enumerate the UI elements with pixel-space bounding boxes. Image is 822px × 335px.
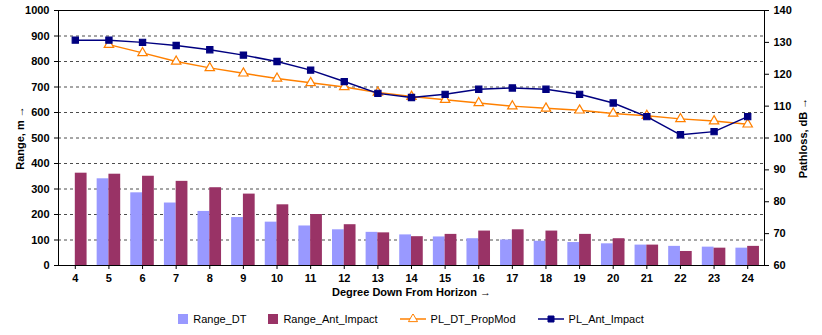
svg-text:700: 700 — [31, 81, 49, 93]
html-text:Range_Ant_Impact: Range_Ant_Impact — [283, 313, 378, 325]
html-text:PL_Ant_Impact: PL_Ant_Impact — [568, 313, 644, 325]
svg-text:9: 9 — [240, 272, 246, 284]
svg-text:19: 19 — [573, 272, 585, 284]
svg-text:900: 900 — [31, 30, 49, 42]
svg-text:15: 15 — [439, 272, 451, 284]
svg-text:80: 80 — [774, 195, 786, 207]
svg-text:18: 18 — [540, 272, 552, 284]
svg-text:0: 0 — [43, 259, 49, 271]
svg-text:500: 500 — [31, 132, 49, 144]
svg-text:110: 110 — [774, 100, 792, 112]
svg-text:140: 140 — [774, 4, 792, 16]
svg-text:60: 60 — [774, 259, 786, 271]
svg-text:11: 11 — [305, 272, 317, 284]
svg-text:20: 20 — [607, 272, 619, 284]
svg-text:13: 13 — [372, 272, 384, 284]
svg-text:1000: 1000 — [25, 4, 49, 16]
svg-text:130: 130 — [774, 36, 792, 48]
svg-text:5: 5 — [106, 272, 112, 284]
svg-text:10: 10 — [271, 272, 283, 284]
svg-text:100: 100 — [31, 234, 49, 246]
svg-text:90: 90 — [774, 163, 786, 175]
svg-text:100: 100 — [774, 132, 792, 144]
svg-text:600: 600 — [31, 106, 49, 118]
svg-text:14: 14 — [405, 272, 418, 284]
svg-text:800: 800 — [31, 55, 49, 67]
svg-text:21: 21 — [641, 272, 653, 284]
svg-text:Pathloss, dB →: Pathloss, dB → — [797, 98, 809, 179]
svg-text:23: 23 — [708, 272, 720, 284]
svg-text:4: 4 — [72, 272, 79, 284]
html-text:Range_DT: Range_DT — [193, 313, 247, 325]
svg-text:Range, m →: Range, m → — [14, 106, 26, 170]
svg-text:70: 70 — [774, 227, 786, 239]
svg-text:22: 22 — [674, 272, 686, 284]
svg-text:Degree Down From Horizon →: Degree Down From Horizon → — [332, 286, 491, 298]
svg-text:200: 200 — [31, 208, 49, 220]
svg-text:17: 17 — [506, 272, 518, 284]
svg-text:12: 12 — [338, 272, 350, 284]
html-text:PL_DT_PropMod: PL_DT_PropMod — [430, 313, 516, 325]
svg-text:24: 24 — [742, 272, 755, 284]
svg-text:300: 300 — [31, 183, 49, 195]
svg-text:7: 7 — [173, 272, 179, 284]
svg-text:400: 400 — [31, 157, 49, 169]
svg-text:120: 120 — [774, 68, 792, 80]
svg-text:6: 6 — [139, 272, 145, 284]
svg-text:8: 8 — [207, 272, 213, 284]
svg-text:16: 16 — [473, 272, 485, 284]
